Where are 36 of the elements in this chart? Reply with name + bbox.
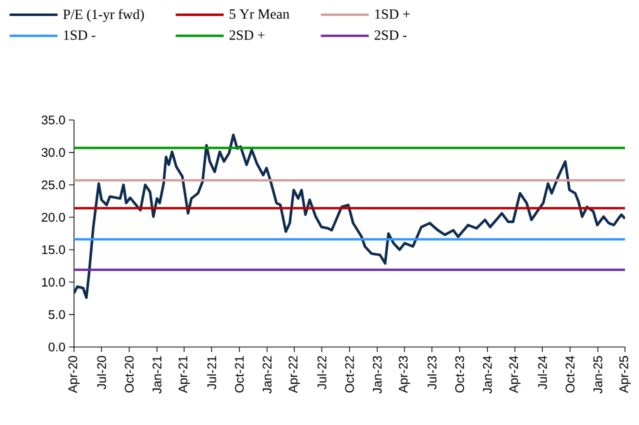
- x-tick-label: Oct-21: [234, 356, 244, 392]
- x-tick-label: Jan-22: [262, 356, 272, 394]
- y-tick-label: 0.0: [48, 342, 65, 352]
- y-tick-label: 5.0: [48, 310, 65, 319]
- x-tick-label: Jan-25: [593, 356, 602, 394]
- y-tick-label: 15.0: [42, 245, 65, 254]
- x-tick-label: Apr-23: [398, 356, 410, 394]
- x-tick-label: Jul-21: [207, 356, 216, 390]
- x-tick-label: Apr-22: [288, 356, 300, 394]
- x-tick-label: Jul-20: [96, 356, 106, 390]
- x-tick-label: Apr-24: [509, 356, 521, 394]
- y-tick-label: 25.0: [42, 180, 65, 190]
- x-tick-label: Jul-22: [317, 356, 326, 390]
- x-tick-label: Apr-20: [68, 356, 80, 394]
- x-tick-label: Jul-23: [427, 356, 436, 390]
- y-tick-label: 30.0: [42, 148, 65, 157]
- legend-label: P/E (1-yr fwd): [63, 9, 144, 22]
- legend-label: 5 Yr Mean: [230, 9, 290, 19]
- x-tick-label: Jan-21: [152, 356, 162, 394]
- x-tick-label: Oct-24: [566, 356, 575, 392]
- x-tick-label: Oct-22: [345, 356, 354, 392]
- x-tick-label: Oct-20: [124, 356, 134, 392]
- legend-label: 1SD +: [375, 9, 410, 19]
- y-tick-label: 10.0: [42, 278, 65, 287]
- x-tick-label: Oct-23: [455, 356, 464, 392]
- line-series: [74, 134, 626, 299]
- y-tick-label: 35.0: [42, 116, 65, 124]
- x-tick-label: Jan-23: [372, 356, 382, 394]
- x-tick-label: Jul-24: [538, 356, 547, 390]
- x-tick-label: Jan-24: [482, 356, 492, 394]
- legend-label: 2SD +: [230, 30, 265, 40]
- x-tick-label: Apr-21: [178, 356, 190, 394]
- legend-label: 2SD -: [374, 30, 407, 40]
- x-tick-label: Apr-25: [619, 356, 631, 394]
- y-tick-label: 20.0: [42, 212, 65, 222]
- legend-label: 1SD -: [64, 30, 96, 40]
